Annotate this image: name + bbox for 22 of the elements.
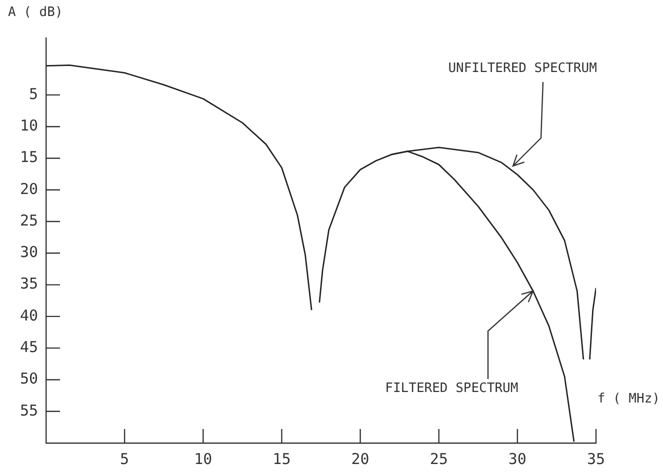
annotation: FILTERED SPECTRUM <box>385 381 518 396</box>
y-tick-label: 15 <box>20 148 38 166</box>
annotation: UNFILTERED SPECTRUM <box>448 60 597 76</box>
y-tick-label: 55 <box>20 401 38 420</box>
x-tick-label: 5 <box>120 450 130 468</box>
y-tick-label: 45 <box>20 338 38 356</box>
y-tick-label: 35 <box>20 274 38 293</box>
y-tick-label: 30 <box>20 243 38 262</box>
x-tick-label: 15 <box>272 450 291 468</box>
y-tick-label: 5 <box>28 84 38 103</box>
y-tick-label: 20 <box>20 180 38 198</box>
y-tick-label: 40 <box>20 306 38 324</box>
y-tick-label: 50 <box>20 370 38 388</box>
x-tick-label: 10 <box>194 450 212 468</box>
x-tick-label: 20 <box>351 450 370 468</box>
x-axis-title: f ( MHz) <box>597 391 660 406</box>
x-tick-label: 35 <box>586 450 606 468</box>
y-axis-title: A ( dB) <box>8 4 63 20</box>
x-tick-label: 25 <box>430 450 448 468</box>
y-tick-label: 25 <box>20 211 38 230</box>
x-tick-label: 30 <box>508 450 526 468</box>
y-tick-label: 10 <box>20 116 38 134</box>
